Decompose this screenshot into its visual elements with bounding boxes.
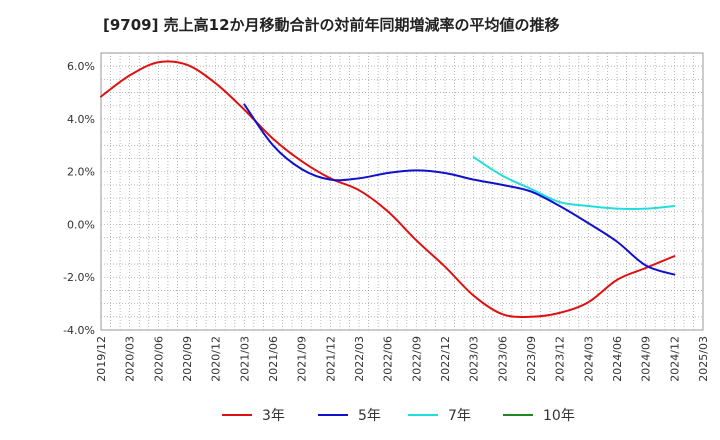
x-tick-label: 2020/09	[181, 336, 194, 382]
y-tick-label: 0.0%	[67, 218, 95, 231]
y-tick-label: 2.0%	[67, 166, 95, 179]
plot-border	[100, 52, 704, 331]
x-axis: 2019/12 2020/03 2020/06 2020/09 2020/12 2021/…	[95, 336, 710, 382]
legend-label-2: 5年	[358, 408, 381, 424]
x-tick-label: 2022/09	[410, 336, 423, 382]
x-tick-label: 2024/12	[668, 336, 681, 382]
series-line-1	[100, 60, 676, 318]
x-tick-label: 2022/06	[382, 336, 395, 382]
x-tick-label: 2021/06	[267, 336, 280, 382]
x-tick-label: 2024/09	[640, 336, 653, 382]
legend-label-1: 3年	[262, 408, 285, 424]
x-tick-label: 2022/03	[353, 336, 366, 382]
legend-label-3: 7年	[448, 408, 471, 424]
y-tick-label: 6.0%	[67, 60, 95, 73]
x-tick-label: 2022/12	[439, 336, 452, 382]
series-line-2	[243, 103, 676, 276]
x-tick-label: 2020/03	[124, 336, 137, 382]
grid	[101, 53, 703, 330]
y-tick-label: -2.0%	[63, 271, 95, 284]
legend-label-4: 10年	[543, 408, 575, 424]
y-tick-label: -4.0%	[63, 324, 95, 337]
y-axis: 6.0% 4.0% 2.0% 0.0% -2.0% -4.0%	[63, 60, 95, 337]
x-tick-label: 2023/03	[468, 336, 481, 382]
x-tick-label: 2019/12	[95, 336, 108, 382]
x-tick-label: 2024/03	[582, 336, 595, 382]
x-tick-label: 2020/12	[210, 336, 223, 382]
x-tick-label: 2023/09	[525, 336, 538, 382]
x-tick-label: 2021/09	[296, 336, 309, 382]
x-tick-label: 2021/12	[324, 336, 337, 382]
series-line-3	[472, 156, 676, 210]
x-tick-label: 2023/12	[554, 336, 567, 382]
x-tick-label: 2024/06	[611, 336, 624, 382]
series-layer	[100, 60, 676, 318]
chart-title: [9709] 売上高12か月移動合計の対前年同期増減率の平均値の推移	[103, 16, 560, 34]
x-tick-label: 2025/03	[697, 336, 710, 382]
legend: 3年 5年 7年 10年	[222, 408, 575, 424]
plot-area	[100, 52, 704, 331]
x-tick-label: 2020/06	[152, 336, 165, 382]
y-tick-label: 4.0%	[67, 113, 95, 126]
x-tick-label: 2023/06	[496, 336, 509, 382]
x-tick-label: 2021/03	[238, 336, 251, 382]
